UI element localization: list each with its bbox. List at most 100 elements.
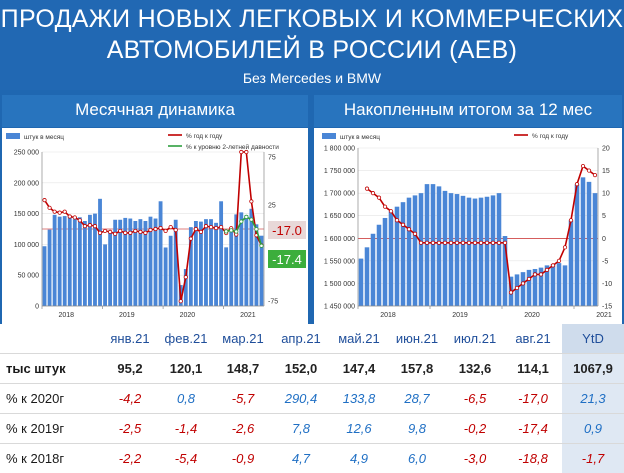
bar <box>376 224 382 306</box>
table-cell: 133,8 <box>330 383 388 414</box>
line-marker <box>133 228 138 234</box>
line-marker <box>562 245 568 250</box>
table-cell: 0,9 <box>562 413 624 444</box>
bar <box>520 272 526 306</box>
y-left-tick-label: 250 000 <box>14 150 39 157</box>
table-cell: 132,6 <box>446 353 504 384</box>
bar <box>214 222 218 306</box>
bar <box>490 195 496 306</box>
y-right-tick-label: 25 <box>268 202 276 209</box>
table-row: тыс штук 95,2 120,1 148,7 152,0 147,4 157,8 132… <box>0 353 624 384</box>
bar <box>412 195 418 306</box>
bar <box>544 265 550 306</box>
y-right-tick-label: -10 <box>602 281 612 288</box>
line-marker <box>544 267 550 272</box>
bar <box>478 197 484 306</box>
line-marker <box>388 209 394 214</box>
line-marker <box>123 230 128 235</box>
table-cell: 28,7 <box>388 383 446 414</box>
line-marker <box>249 199 254 204</box>
table-cell: -0,2 <box>446 413 504 444</box>
x-tick-label: 2018 <box>380 312 396 319</box>
line-marker <box>77 218 82 223</box>
line-marker <box>82 224 87 229</box>
line-marker <box>436 240 442 245</box>
callout-2y: -17.4 <box>272 252 302 267</box>
line-marker <box>203 224 209 229</box>
bar <box>484 196 490 306</box>
legend-yoy-label: % год к году <box>186 133 223 140</box>
column-header: фев.21 <box>158 324 214 354</box>
line-marker <box>239 219 244 224</box>
table-row: % к 2018г -2,2 -5,4 -0,9 4,7 4,9 6,0 -3,0 -18,8-… <box>0 443 624 473</box>
line-marker <box>52 209 57 214</box>
y-left-tick-label: 100 000 <box>14 242 39 249</box>
table-cell: -5,4 <box>158 443 214 473</box>
table-cell: 21,3 <box>562 383 624 414</box>
bar <box>193 220 198 306</box>
line-marker <box>97 230 103 235</box>
line-marker <box>454 240 460 245</box>
table-cell: 114,1 <box>504 353 562 384</box>
line-marker <box>213 225 219 231</box>
title-line-2: АВТОМОБИЛЕЙ В РОССИИ (AEB) <box>106 36 518 64</box>
column-header: янв.21 <box>102 324 158 354</box>
line-marker <box>224 229 229 234</box>
table-cell: 1067,9 <box>562 353 624 384</box>
yoy-line <box>43 151 263 302</box>
bar <box>209 219 213 306</box>
bar <box>158 201 163 306</box>
y-right-tick-label: -75 <box>268 299 278 306</box>
bar <box>148 216 153 306</box>
subtitle: Без Mercedes и BMW <box>242 70 382 86</box>
line-marker <box>47 205 52 210</box>
table-cell: 4,9 <box>330 443 388 473</box>
callout-2y-bg <box>268 250 306 268</box>
bar <box>57 216 62 306</box>
title-line-1: ПРОДАЖИ НОВЫХ ЛЕГКОВЫХ И КОММЕРЧЕСКИХ <box>0 5 624 33</box>
line-marker <box>574 182 580 187</box>
line-marker <box>128 230 133 235</box>
column-header: май.21 <box>330 324 388 354</box>
bar <box>400 202 406 306</box>
y-left-tick-label: 1 700 000 <box>324 191 355 198</box>
line-marker <box>143 230 148 235</box>
y-right-tick-label: 75 <box>268 154 276 161</box>
line-marker <box>508 290 514 295</box>
table-cell: 152,0 <box>272 353 330 384</box>
header: ПРОДАЖИ НОВЫХ ЛЕГКОВЫХ И КОММЕРЧЕСКИХ АВ… <box>0 0 624 90</box>
line-marker <box>538 272 544 277</box>
y-left-tick-label: 0 <box>35 304 39 311</box>
section-title-monthly: Месячная динамика <box>2 95 308 127</box>
x-tick-label: 2019 <box>119 312 135 319</box>
bar <box>244 215 249 306</box>
bar <box>103 244 107 306</box>
bar <box>394 206 400 306</box>
y-right-tick-label: -5 <box>602 258 608 265</box>
bar <box>472 198 478 306</box>
bar <box>442 190 448 306</box>
table-cell: -5,7 <box>214 383 272 414</box>
bar <box>574 184 580 306</box>
callout-yoy: -17.0 <box>272 223 302 238</box>
table-row: % к 2019г -2,5 -1,4 -2,6 7,8 12,6 9,8 -0,2 -17,4… <box>0 413 624 444</box>
bar <box>199 221 203 306</box>
bar <box>204 219 208 306</box>
bar <box>133 220 138 306</box>
line-marker <box>460 240 466 245</box>
bar <box>98 198 102 306</box>
line-marker <box>118 228 123 234</box>
line-marker <box>173 227 178 233</box>
table-cell: -3,0 <box>446 443 504 473</box>
line-marker <box>532 272 538 277</box>
bar <box>118 219 123 306</box>
bar <box>550 264 556 306</box>
x-tick-label: 2021 <box>596 312 612 319</box>
bar <box>454 194 460 306</box>
bar <box>42 246 47 306</box>
line-marker <box>168 224 173 230</box>
line-marker <box>138 229 143 234</box>
table-corner <box>0 324 102 354</box>
bar <box>108 232 113 306</box>
line-marker <box>484 240 490 245</box>
